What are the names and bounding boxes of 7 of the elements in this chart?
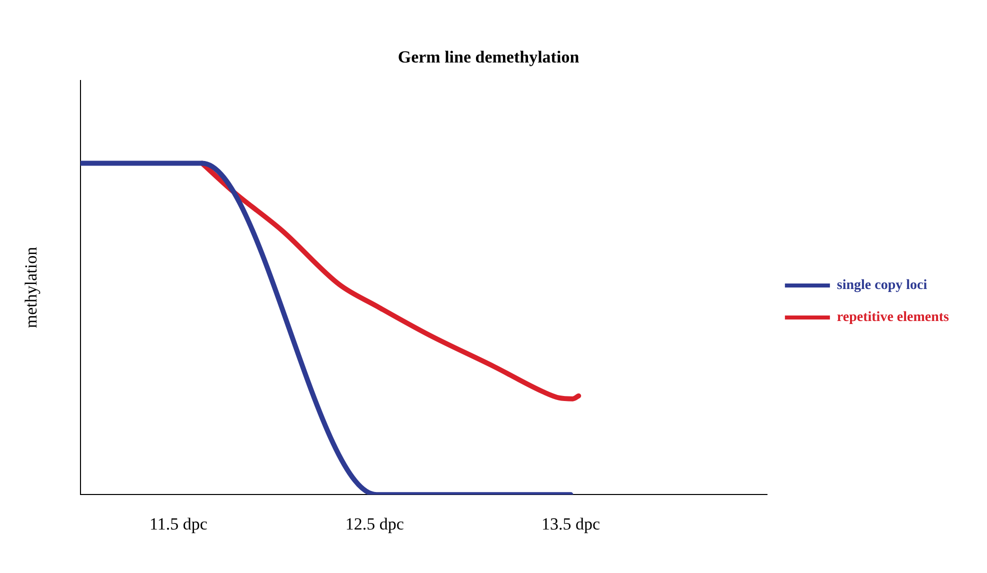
legend-label: repetitive elements: [836, 310, 950, 326]
x-tick-label: 11.5 dpc: [150, 514, 208, 534]
y-axis-title: methylation: [22, 246, 41, 328]
x-tick-label: 13.5 dpc: [541, 514, 600, 534]
chart-title: Germ line demethylation: [398, 48, 580, 67]
x-tick-label: 12.5 dpc: [345, 514, 404, 534]
legend-label: single copy loci: [836, 278, 928, 294]
